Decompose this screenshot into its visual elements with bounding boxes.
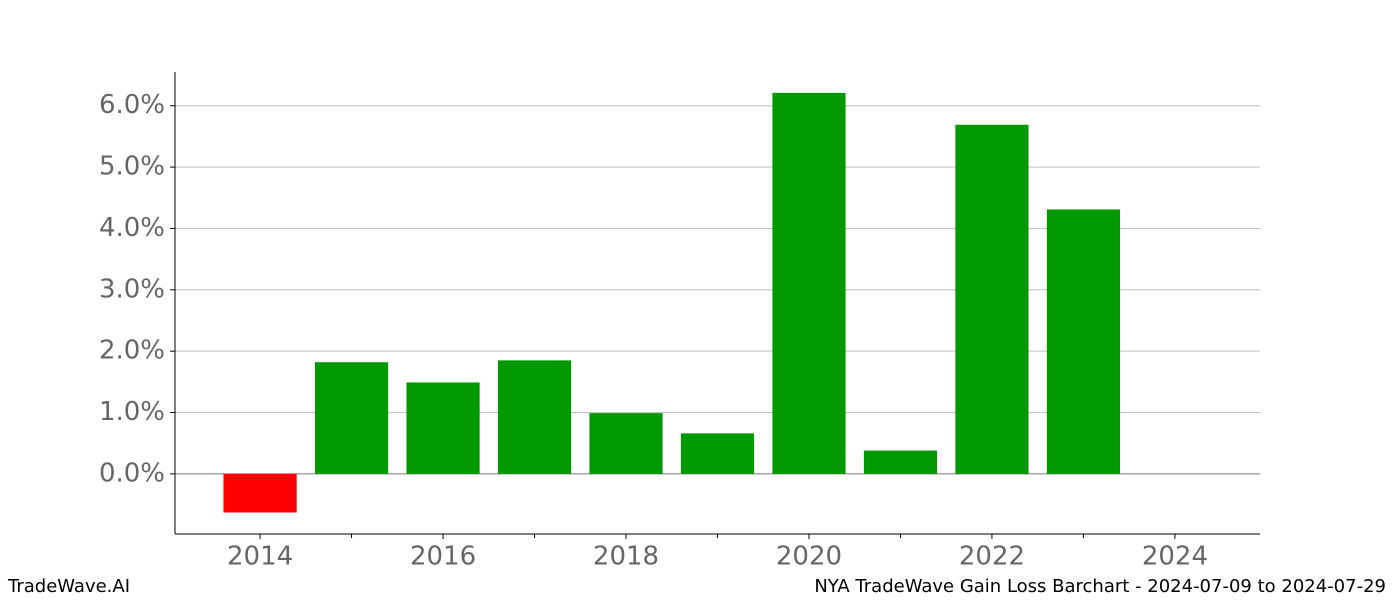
bar bbox=[223, 473, 297, 513]
x-tick-label: 2024 bbox=[1142, 542, 1208, 572]
y-tick-label: 6.0% bbox=[99, 90, 165, 120]
bar bbox=[772, 92, 846, 474]
y-tick-label: 4.0% bbox=[99, 213, 165, 243]
bar bbox=[497, 360, 572, 474]
y-tick-label: 2.0% bbox=[99, 336, 165, 366]
bar bbox=[863, 450, 938, 474]
y-tick-label: 5.0% bbox=[99, 152, 165, 182]
y-tick-label: 3.0% bbox=[99, 274, 165, 304]
y-tick-label: 1.0% bbox=[99, 397, 165, 427]
x-tick-label: 2018 bbox=[593, 542, 659, 572]
x-tick-label: 2014 bbox=[227, 542, 293, 572]
x-tick-label: 2020 bbox=[776, 542, 842, 572]
x-tick-label: 2016 bbox=[410, 542, 476, 572]
watermark: TradeWave.AI bbox=[7, 576, 130, 597]
bar bbox=[1046, 209, 1121, 474]
x-tick-label: 2022 bbox=[959, 542, 1025, 572]
bar bbox=[955, 124, 1029, 474]
bar bbox=[406, 382, 480, 474]
bar bbox=[680, 433, 755, 474]
bar bbox=[589, 413, 663, 474]
bar bbox=[314, 362, 389, 474]
chart-title: NYA TradeWave Gain Loss Barchart - 2024-… bbox=[814, 576, 1386, 597]
y-tick-label: 0.0% bbox=[99, 458, 165, 488]
